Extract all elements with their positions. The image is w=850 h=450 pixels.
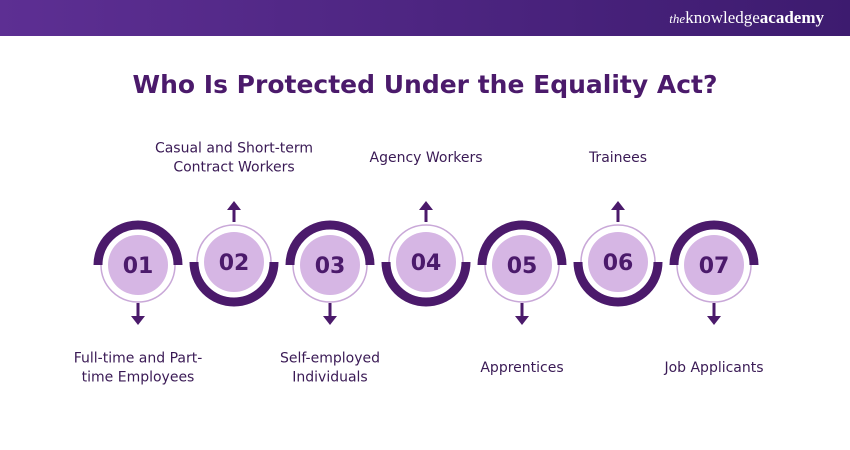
step-label: Individuals: [292, 370, 367, 386]
step: 03 Self-employed Individuals: [280, 220, 380, 386]
step: 05 Apprentices: [477, 220, 567, 376]
brand: theknowledgeacademy: [669, 8, 824, 28]
brand-name: knowledge: [685, 8, 760, 27]
step: 02 Casual and Short-term Contract Workers: [155, 141, 313, 307]
arc: [669, 220, 759, 266]
arc: [477, 220, 567, 266]
arc: [381, 261, 471, 307]
step-label: Casual and Short-term: [155, 141, 313, 157]
step: 07 Job Applicants: [663, 220, 764, 376]
arrow-head: [419, 201, 433, 210]
step-label: Apprentices: [480, 360, 563, 376]
arrow-head: [227, 201, 241, 210]
step-label: Trainees: [588, 150, 647, 166]
header-bar: theknowledgeacademy: [0, 0, 850, 36]
arc: [573, 261, 663, 307]
step-number: 03: [315, 254, 346, 279]
title: Who Is Protected Under the Equality Act?: [132, 70, 718, 99]
inner-circle: [684, 235, 744, 295]
step-label: time Employees: [82, 370, 195, 386]
arrow-head: [611, 201, 625, 210]
arrow-head: [323, 316, 337, 325]
step-number: 01: [123, 254, 154, 279]
step-label: Job Applicants: [663, 360, 763, 376]
brand-prefix: the: [669, 11, 686, 26]
inner-circle: [396, 232, 456, 292]
step-number: 07: [699, 254, 730, 279]
arc: [189, 261, 279, 307]
step: 06 Trainees: [573, 150, 663, 307]
inner-circle: [204, 232, 264, 292]
step-label: Agency Workers: [370, 150, 483, 166]
step-label: Full-time and Part-: [74, 351, 203, 367]
step-label: Contract Workers: [173, 160, 294, 176]
arc: [93, 220, 183, 266]
arrow-head: [707, 316, 721, 325]
inner-circle: [492, 235, 552, 295]
brand-suffix: academy: [759, 8, 824, 27]
step: 01 Full-time and Part-time Employees: [74, 220, 203, 386]
arrow-head: [515, 316, 529, 325]
inner-circle: [108, 235, 168, 295]
step-label: Self-employed: [280, 351, 380, 367]
step: 04 Agency Workers: [370, 150, 483, 307]
step-number: 05: [507, 254, 538, 279]
arrow-head: [131, 316, 145, 325]
step-number: 04: [411, 251, 442, 276]
step-number: 02: [219, 251, 250, 276]
step-number: 06: [603, 251, 634, 276]
arc: [285, 220, 375, 266]
inner-circle: [588, 232, 648, 292]
inner-circle: [300, 235, 360, 295]
